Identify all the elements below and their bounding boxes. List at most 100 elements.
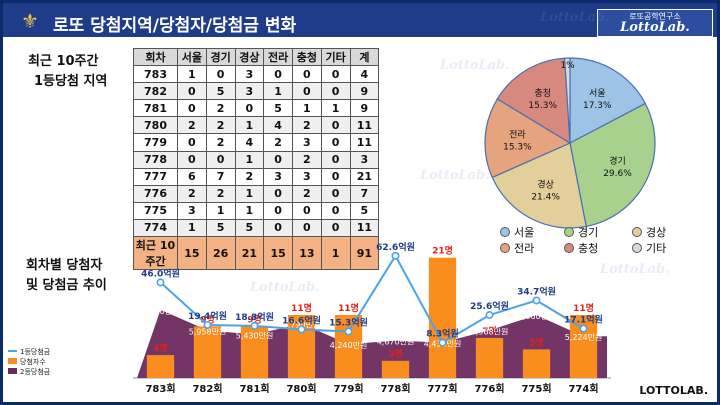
legend-swatch (500, 227, 510, 237)
legend-label: 서울 (514, 226, 534, 239)
table-cell: 2 (293, 185, 322, 202)
table-cell: 경상 (235, 49, 264, 66)
table-cell: 0 (206, 151, 235, 168)
table-cell: 0 (321, 185, 350, 202)
table-cell: 11 (350, 134, 379, 151)
table-cell: 1 (235, 202, 264, 219)
table-row: 778 0 0 1 0 2 0 3 (134, 151, 379, 168)
table-row: 776 2 2 1 0 2 0 7 (134, 185, 379, 202)
table-cell: 전라 (264, 49, 293, 66)
region-section-label: 최근 10주간 1등당첨 지역 (28, 52, 107, 92)
legend-swatch (564, 227, 574, 237)
legend-item: 경기 (564, 224, 598, 240)
table-cell: 0 (321, 134, 350, 151)
table-row: 783 1 0 3 0 0 0 4 (134, 66, 379, 83)
legend-swatch (8, 368, 17, 374)
table-cell: 1 (235, 151, 264, 168)
table-cell: 충청 (293, 49, 322, 66)
table-cell: 21 (350, 168, 379, 185)
legend-item: 서울 (500, 224, 534, 240)
table-cell: 3 (293, 168, 322, 185)
table-cell: 0 (178, 134, 207, 151)
table-cell: 780 (134, 117, 178, 134)
table-cell: 계 (350, 49, 379, 66)
table-cell: 13 (293, 237, 322, 270)
table-cell: 5 (206, 219, 235, 236)
table-cell: 4 (235, 134, 264, 151)
table-cell: 776 (134, 185, 178, 202)
table-cell: 0 (293, 219, 322, 236)
table-cell: 0 (264, 151, 293, 168)
table-cell: 21 (235, 237, 264, 270)
brand-logo: 로또공학연구소 LottoLab. (597, 9, 713, 37)
legend-label: 경기 (578, 226, 598, 239)
table-cell: 783 (134, 66, 178, 83)
legend-label: 전라 (514, 242, 534, 255)
table-cell: 779 (134, 134, 178, 151)
watermark: LottoLab. (440, 58, 510, 73)
credit-text: LOTTOLAB. (639, 384, 708, 397)
legend-item: 충청 (564, 240, 598, 256)
table-cell: 0 (321, 83, 350, 100)
table-cell: 1 (235, 185, 264, 202)
table-cell: 0 (264, 66, 293, 83)
table-cell: 2 (293, 117, 322, 134)
table-cell: 5 (264, 100, 293, 117)
table-cell: 3 (350, 151, 379, 168)
table-header-row: 회차 서울 경기 경상 전라 충청 기타 계 (134, 49, 379, 66)
table-cell: 4 (264, 117, 293, 134)
table-cell: 0 (321, 151, 350, 168)
table-cell: 15 (264, 237, 293, 270)
table-cell: 775 (134, 202, 178, 219)
table-row: 780 2 2 1 4 2 0 11 (134, 117, 379, 134)
table-row: 774 1 5 5 0 0 0 11 (134, 219, 379, 236)
table-cell: 1 (321, 100, 350, 117)
table-cell: 1 (293, 100, 322, 117)
legend-item: 기타 (632, 240, 666, 256)
table-cell: 781 (134, 100, 178, 117)
table-cell: 11 (350, 117, 379, 134)
legend-label: 경상 (646, 226, 666, 239)
table-cell: 15 (178, 237, 207, 270)
table-cell: 777 (134, 168, 178, 185)
table-cell: 774 (134, 219, 178, 236)
table-cell: 3 (264, 168, 293, 185)
legend-label: 2등당첨금 (20, 368, 50, 376)
table-cell: 9 (350, 83, 379, 100)
table-cell: 2 (206, 185, 235, 202)
legend-swatch (500, 243, 510, 253)
legend-label: 1등당첨금 (20, 348, 50, 356)
table-cell: 3 (235, 66, 264, 83)
legend-label: 충청 (578, 242, 598, 255)
legend-item: 전라 (500, 240, 534, 256)
table-cell: 1 (178, 66, 207, 83)
table-cell: 5 (235, 219, 264, 236)
lotto-coin-icon: ⚜ (17, 9, 43, 33)
table-row: 779 0 2 4 2 3 0 11 (134, 134, 379, 151)
table-cell: 2 (264, 134, 293, 151)
table-cell: 경기 (206, 49, 235, 66)
table-cell: 3 (235, 83, 264, 100)
watermark: LottoLab. (250, 280, 320, 295)
table-cell: 6 (178, 168, 207, 185)
table-cell: 2 (206, 117, 235, 134)
table-cell: 778 (134, 151, 178, 168)
table-cell: 7 (206, 168, 235, 185)
table-cell: 0 (178, 83, 207, 100)
table-cell: 회차 (134, 49, 178, 66)
trend-label-line1: 회차별 당첨자 (26, 256, 107, 276)
table-footer-row: 최근 10주간 15 26 21 15 13 1 91 (134, 237, 379, 270)
table-cell: 0 (264, 185, 293, 202)
watermark: LottoLab. (540, 10, 610, 25)
table-row: 782 0 5 3 1 0 0 9 (134, 83, 379, 100)
table-cell: 0 (321, 168, 350, 185)
trend-label-line2: 및 당첨금 추이 (26, 276, 107, 296)
trend-section-label: 회차별 당첨자 및 당첨금 추이 (26, 256, 107, 296)
table-cell: 0 (321, 202, 350, 219)
table-cell: 0 (264, 202, 293, 219)
region-label-line2: 1등당첨 지역 (28, 72, 107, 92)
table-cell: 1 (235, 117, 264, 134)
trend-legend: 1등당첨금 당첨자수 2등당첨금 (8, 347, 50, 377)
legend-item: 경상 (632, 224, 666, 240)
table-cell: 2 (206, 100, 235, 117)
